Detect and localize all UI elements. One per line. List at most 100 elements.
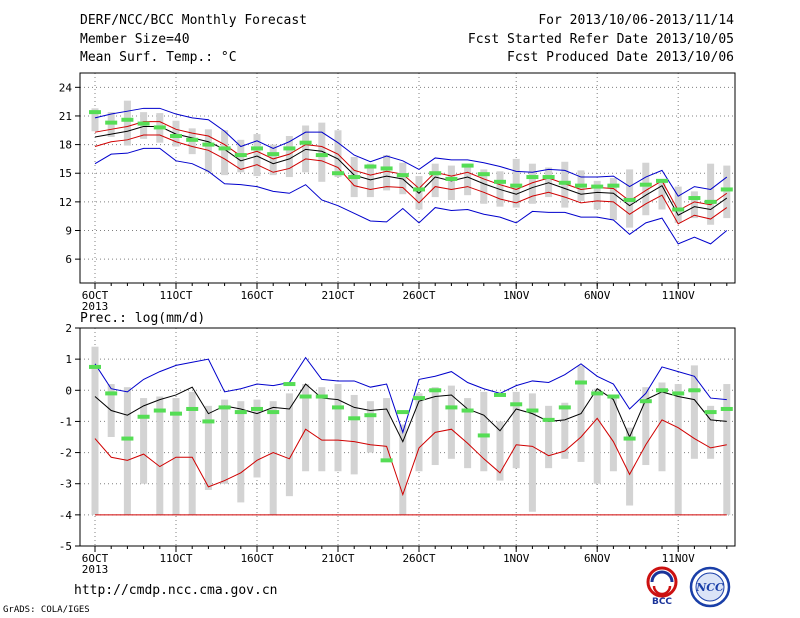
spread-box: [609, 178, 617, 220]
x-tick-label: 21OCT: [321, 552, 354, 565]
spread-box: [237, 401, 245, 503]
forecast-marker: [558, 180, 571, 185]
spread-box: [512, 391, 520, 469]
ncc-logo-text: NCC: [695, 581, 724, 594]
forecast-marker: [105, 120, 118, 125]
upper-bound-line: [94, 356, 727, 434]
forecast-marker: [510, 402, 523, 407]
forecast-marker: [720, 406, 733, 411]
spread-box: [253, 134, 261, 177]
ensemble-mean-line: [94, 383, 727, 443]
y-tick-label: 6: [65, 253, 72, 266]
spread-box: [690, 365, 698, 459]
x-tick-year-label: 2013: [82, 563, 109, 576]
forecast-marker: [461, 163, 474, 168]
spread-box: [253, 399, 261, 478]
x-tick-label: 1NOV: [503, 552, 530, 565]
x-tick-label: 26OCT: [402, 289, 435, 302]
y-tick-label: 15: [59, 167, 72, 180]
y-tick-label: -4: [59, 509, 73, 522]
x-tick-label: 11OCT: [159, 552, 192, 565]
forecast-marker: [704, 410, 717, 415]
forecast-marker: [413, 187, 425, 192]
bcc-logo: BCC: [646, 566, 678, 606]
spread-box: [674, 186, 682, 223]
spread-box: [156, 396, 164, 515]
forecast-marker: [348, 416, 361, 421]
start-date-label: Fcst Started Refer Date 2013/10/05: [467, 32, 734, 47]
upper-bound-line: [94, 107, 728, 197]
y-tick-label: -1: [59, 415, 72, 428]
forecast-marker: [672, 207, 685, 212]
website-url[interactable]: http://cmdp.ncc.cma.gov.cn: [74, 583, 278, 598]
x-tick-label: 6OCT: [82, 289, 109, 302]
x-tick-label: 11NOV: [662, 289, 695, 302]
forecast-marker: [396, 410, 409, 415]
x-tick-label: 16OCT: [240, 289, 273, 302]
spread-box: [318, 122, 326, 182]
forecast-marker: [153, 125, 166, 130]
forecast-marker: [315, 153, 328, 158]
spread-box: [383, 398, 391, 459]
forecast-marker: [494, 179, 506, 184]
y-tick-label: 1: [65, 353, 72, 366]
forecast-marker: [137, 121, 150, 126]
forecast-marker: [413, 396, 425, 401]
forecast-marker: [121, 436, 134, 441]
x-tick-label: 11OCT: [159, 289, 192, 302]
spread-box: [285, 393, 293, 497]
y-tick-label: 18: [59, 139, 72, 152]
upper-spread-line: [94, 121, 728, 212]
y-tick-label: -5: [59, 540, 72, 553]
forecast-marker: [267, 410, 280, 415]
forecast-marker: [170, 411, 182, 416]
forecast-marker: [396, 173, 409, 178]
spread-box: [528, 393, 536, 512]
y-tick-label: 0: [65, 384, 72, 397]
x-tick-label: 6OCT: [82, 552, 109, 565]
lower-bound-line: [94, 417, 727, 497]
spread-box: [431, 163, 439, 198]
spread-box: [480, 169, 488, 204]
grads-credit: GrADS: COLA/IGES: [3, 605, 90, 615]
forecast-marker: [299, 140, 312, 145]
forecast-marker: [494, 392, 506, 397]
y-tick-label: 9: [65, 225, 72, 238]
x-tick-label: 16OCT: [240, 552, 273, 565]
spread-box: [91, 108, 99, 132]
forecast-marker: [445, 176, 458, 181]
lower-bound-line: [94, 147, 728, 245]
spread-box: [172, 398, 180, 515]
forecast-marker: [575, 380, 587, 385]
forecast-marker: [591, 184, 604, 189]
forecast-marker: [186, 137, 199, 142]
forecast-marker: [234, 410, 247, 415]
forecast-marker: [89, 364, 101, 369]
precipitation-axis-label: Prec.: log(mm/d): [80, 311, 205, 326]
plot-frame: [79, 327, 736, 547]
forecast-marker: [315, 394, 328, 399]
y-tick-label: 24: [59, 81, 73, 94]
y-tick-label: -2: [59, 447, 72, 460]
x-tick-label: 21OCT: [321, 289, 354, 302]
spread-box: [269, 401, 277, 515]
forecast-marker: [105, 391, 118, 396]
spread-box: [464, 163, 472, 196]
forecast-marker: [234, 153, 247, 158]
forecast-marker: [121, 117, 134, 122]
forecast-marker: [704, 199, 717, 204]
spread-box: [561, 402, 569, 459]
spread-box: [723, 384, 731, 515]
spread-box: [690, 191, 698, 219]
forecast-marker: [607, 394, 620, 399]
forecast-marker: [607, 183, 620, 188]
spread-box: [447, 385, 455, 459]
forecast-marker: [170, 134, 182, 138]
spread-box: [545, 405, 553, 469]
ncc-logo: NCC: [689, 566, 731, 608]
forecast-marker: [639, 399, 652, 404]
bcc-logo-text: BCC: [652, 597, 672, 606]
x-tick-label: 11NOV: [662, 552, 695, 565]
forecast-marker: [251, 406, 263, 411]
